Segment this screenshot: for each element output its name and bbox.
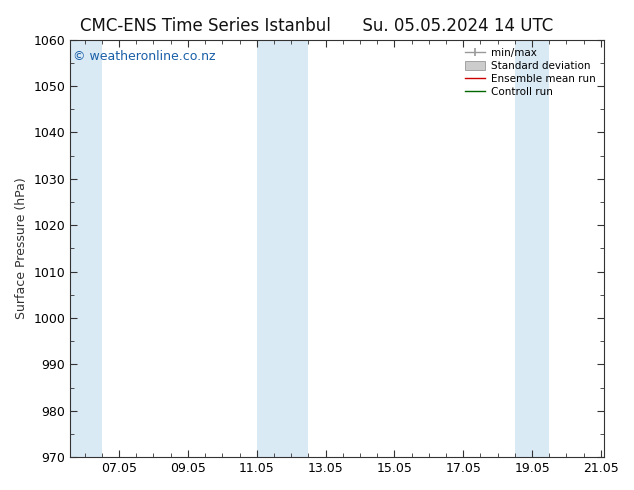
Bar bbox=[257, 40, 308, 457]
Bar bbox=[515, 40, 549, 457]
Bar bbox=[70, 40, 102, 457]
Y-axis label: Surface Pressure (hPa): Surface Pressure (hPa) bbox=[15, 177, 28, 319]
Legend: min/max, Standard deviation, Ensemble mean run, Controll run: min/max, Standard deviation, Ensemble me… bbox=[462, 45, 598, 100]
Text: CMC-ENS Time Series Istanbul      Su. 05.05.2024 14 UTC: CMC-ENS Time Series Istanbul Su. 05.05.2… bbox=[81, 17, 553, 35]
Text: © weatheronline.co.nz: © weatheronline.co.nz bbox=[73, 50, 216, 63]
